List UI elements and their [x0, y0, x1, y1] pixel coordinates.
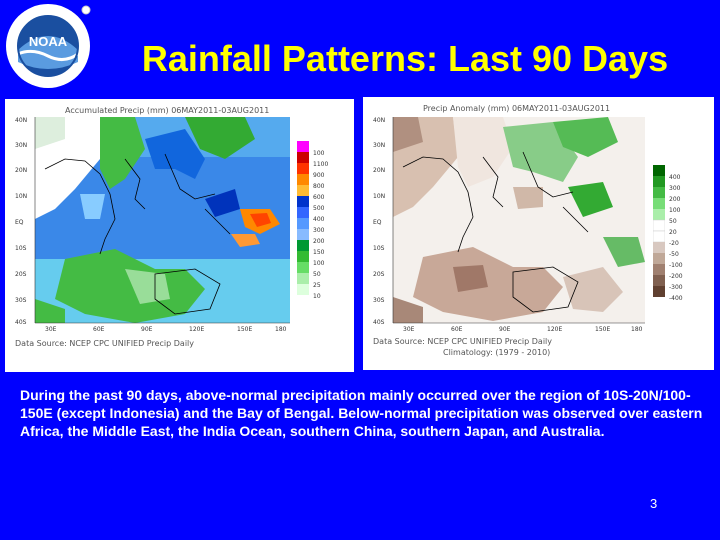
left-legend-colorbar	[297, 141, 309, 295]
legend-label: 100	[313, 260, 325, 267]
legend-label: 800	[313, 183, 325, 190]
lat-label: 40S	[373, 319, 385, 326]
lat-label: 10S	[373, 245, 385, 252]
legend-label: 100	[313, 150, 325, 157]
legend-label: 600	[313, 194, 325, 201]
legend-label: -300	[669, 284, 683, 291]
lon-label: 180	[631, 326, 643, 333]
legend-label: 200	[669, 196, 681, 203]
lat-label: EQ	[373, 219, 382, 226]
legend-label: -200	[669, 273, 683, 280]
lat-label: 40N	[373, 117, 386, 124]
lat-label: 10S	[15, 245, 27, 252]
lat-label: 20S	[15, 271, 27, 278]
lon-label: 30E	[403, 326, 415, 333]
slide-body-text: During the past 90 days, above-normal pr…	[20, 387, 703, 439]
legend-label: 20	[669, 229, 677, 236]
lat-label: 10N	[373, 193, 386, 200]
lon-label: 120E	[189, 326, 205, 333]
legend-label: 500	[313, 205, 325, 212]
precipitation-anomaly-panel: Precip Anomaly (mm) 06MAY2011-03AUG2011 …	[363, 97, 714, 370]
legend-label: 400	[669, 174, 681, 181]
precipitation-total-map-icon	[34, 117, 290, 324]
legend-label: -50	[669, 251, 679, 258]
left-map-source: Data Source: NCEP CPC UNIFIED Precip Dai…	[15, 339, 195, 348]
lat-label: 30N	[373, 142, 386, 149]
precipitation-anomaly-map-icon	[392, 117, 645, 324]
lat-label: 30S	[373, 297, 385, 304]
lon-label: 60E	[451, 326, 463, 333]
lon-label: 150E	[595, 326, 611, 333]
legend-label: 50	[669, 218, 677, 225]
legend-label: -20	[669, 240, 679, 247]
lat-label: 40N	[15, 117, 28, 124]
legend-label: -400	[669, 295, 683, 302]
svg-text:NOAA: NOAA	[29, 34, 68, 49]
legend-label: 900	[313, 172, 325, 179]
lon-label: 90E	[499, 326, 511, 333]
lat-label: 20S	[373, 271, 385, 278]
legend-label: 150	[313, 249, 325, 256]
left-map-header: Accumulated Precip (mm) 06MAY2011-03AUG2…	[65, 106, 270, 115]
legend-label: 25	[313, 282, 321, 289]
legend-label: 300	[669, 185, 681, 192]
right-legend-colorbar	[653, 165, 665, 297]
lat-label: 40S	[15, 319, 27, 326]
legend-label: 300	[313, 227, 325, 234]
lon-label: 30E	[45, 326, 57, 333]
lon-label: 180	[275, 326, 287, 333]
right-map-header: Precip Anomaly (mm) 06MAY2011-03AUG2011	[423, 104, 611, 113]
legend-label: 10	[313, 293, 321, 300]
page-number: 3	[650, 496, 658, 511]
legend-label: 100	[669, 207, 681, 214]
precipitation-total-panel: Accumulated Precip (mm) 06MAY2011-03AUG2…	[5, 99, 354, 372]
legend-label: 200	[313, 238, 325, 245]
lon-label: 150E	[237, 326, 253, 333]
legend-label: 400	[313, 216, 325, 223]
lon-label: 60E	[93, 326, 105, 333]
right-map-source: Data Source: NCEP CPC UNIFIED Precip Dai…	[373, 337, 553, 346]
legend-label: 1100	[313, 161, 329, 168]
lat-label: 10N	[15, 193, 28, 200]
slide-title: Rainfall Patterns: Last 90 Days	[141, 38, 669, 79]
legend-label: -100	[669, 262, 683, 269]
right-map-climatology: Climatology: (1979 - 2010)	[443, 348, 551, 357]
lat-label: 30N	[15, 142, 28, 149]
noaa-logo-icon: NOAA	[6, 4, 91, 88]
legend-label: 50	[313, 271, 321, 278]
lat-label: 20N	[373, 167, 386, 174]
lat-label: 30S	[15, 297, 27, 304]
lat-label: EQ	[15, 219, 24, 226]
lat-label: 20N	[15, 167, 28, 174]
lon-label: 120E	[547, 326, 563, 333]
lon-label: 90E	[141, 326, 153, 333]
